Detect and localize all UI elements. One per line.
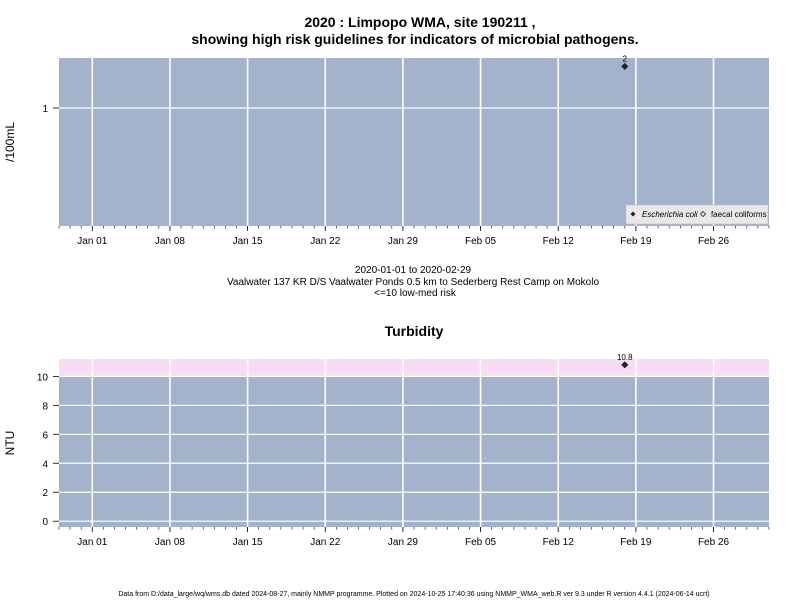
turbidity-points: 10.8 (617, 353, 633, 369)
legend-box (625, 204, 769, 225)
x-tick-label: Jan 29 (388, 236, 418, 247)
x-tick-label: Jan 01 (77, 537, 107, 548)
x-tick-label: Feb 26 (698, 537, 730, 548)
legend-open-diamond-icon (699, 210, 707, 218)
date-range: 2020-01-01 to 2020-02-29 (355, 265, 472, 276)
microbial-legend: Escherichia coli faecal coliforms (625, 204, 769, 225)
x-tick-label: Jan 08 (155, 236, 185, 247)
data-label: 10.8 (617, 353, 633, 362)
data-label: 2 (623, 54, 628, 63)
turbidity-title: Turbidity (385, 323, 444, 339)
x-tick-label: Feb 19 (620, 537, 652, 548)
microbial-panel: 1 Jan 01 Jan 08 Jan 15 Jan 22 Jan 29 Feb 05 Fe… (3, 54, 770, 247)
y-tick-label: 0 (42, 517, 48, 528)
microbial-y-axis: 1 (42, 104, 59, 115)
data-point (621, 361, 629, 369)
microbial-plot-area (59, 58, 769, 226)
y-tick-label: 10 (37, 372, 49, 383)
turbidity-y-axis: 0 2 4 6 8 10 (37, 372, 59, 528)
y-tick-label: 4 (42, 459, 48, 470)
y-tick-label: 6 (42, 430, 48, 441)
x-tick-label: Feb 05 (465, 537, 497, 548)
x-tick-label: Jan 22 (310, 537, 340, 548)
x-tick-label: Feb 05 (465, 236, 497, 247)
y-tick-label: 1 (42, 104, 48, 115)
x-tick-label: Jan 29 (388, 537, 418, 548)
microbial-y-label: /100mL (3, 122, 17, 162)
turbidity-panel: 0 2 4 6 8 10 Jan 01 Jan 08 Jan 15 Jan 22 Jan 29 Fe… (3, 353, 770, 548)
data-point (621, 62, 629, 70)
x-tick-label: Jan 08 (155, 537, 185, 548)
microbial-points: 2 (621, 54, 629, 70)
legend-ecoli: Escherichia coli (642, 210, 698, 219)
site-description: Vaalwater 137 KR D/S Vaalwater Ponds 0.5… (227, 277, 599, 288)
turbidity-plot-area (59, 359, 769, 527)
chart-title-line2: showing high risk guidelines for indicat… (191, 31, 638, 47)
footer-note: Data from D:/data_large/wq/wms.db dated … (118, 591, 709, 598)
x-tick-label: Jan 15 (233, 537, 263, 548)
x-tick-label: Jan 15 (233, 236, 263, 247)
x-tick-label: Jan 22 (310, 236, 340, 247)
chart-title-line1: 2020 : Limpopo WMA, site 190211 , (304, 14, 535, 30)
legend-filled-diamond-icon (630, 211, 636, 217)
turbidity-x-axis: Jan 01 Jan 08 Jan 15 Jan 22 Jan 29 Feb 05 Feb … (58, 527, 770, 548)
turbidity-risk-band (59, 359, 769, 377)
y-tick-label: 8 (42, 401, 48, 412)
turbidity-y-label: NTU (3, 431, 17, 456)
x-tick-label: Jan 01 (77, 236, 107, 247)
microbial-grid (59, 58, 769, 226)
x-tick-label: Feb 26 (698, 236, 730, 247)
risk-note: <=10 low-med risk (374, 288, 457, 299)
x-tick-label: Feb 19 (620, 236, 652, 247)
y-tick-label: 2 (42, 488, 48, 499)
microbial-x-axis: Jan 01 Jan 08 Jan 15 Jan 22 Jan 29 Feb 05 Feb … (58, 226, 770, 247)
legend-faecal-coliforms: faecal coliforms (711, 210, 767, 219)
x-tick-label: Feb 12 (543, 537, 575, 548)
x-tick-label: Feb 12 (543, 236, 575, 247)
turbidity-grid (59, 359, 769, 527)
